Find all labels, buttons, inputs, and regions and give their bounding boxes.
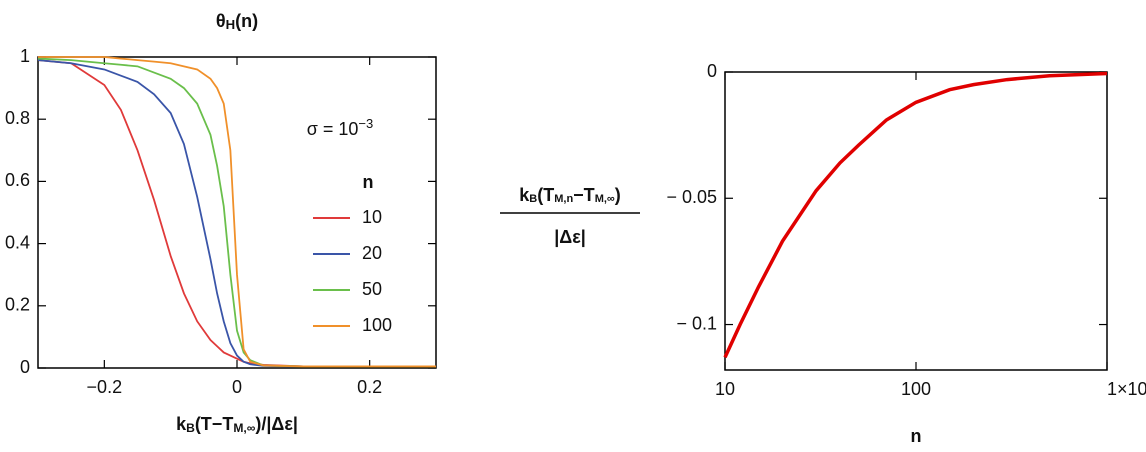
text-part: ) bbox=[615, 185, 621, 205]
series-line bbox=[38, 56, 436, 368]
text-part: θ bbox=[216, 11, 226, 31]
y-axis-label: kB(TM,n−TM,∞) bbox=[519, 185, 621, 205]
legend-title: n bbox=[363, 172, 374, 192]
x-axis-label: n bbox=[911, 426, 922, 446]
text-part: σ = 10 bbox=[307, 119, 359, 139]
x-tick-label: 0 bbox=[232, 377, 242, 397]
legend-label: 20 bbox=[362, 243, 382, 263]
series-line bbox=[723, 71, 1108, 359]
y-tick-label: − 0.1 bbox=[676, 313, 717, 333]
text-part: M,n bbox=[554, 193, 573, 205]
text-part: M,∞ bbox=[233, 421, 255, 435]
legend-label: 100 bbox=[362, 315, 392, 335]
chart-title: θH(n) bbox=[216, 11, 258, 33]
text-part: −T bbox=[573, 185, 595, 205]
x-axis-label: kB(T−TM,∞)/|Δε| bbox=[176, 414, 298, 435]
y-tick-label: 0 bbox=[707, 61, 717, 81]
text-part: )/|Δε| bbox=[255, 414, 298, 434]
text-part: |Δε| bbox=[554, 227, 586, 247]
text-part: n bbox=[911, 426, 922, 446]
text-part: −3 bbox=[358, 116, 373, 131]
y-tick-label: 0.8 bbox=[5, 108, 30, 128]
x-tick-label: 100 bbox=[901, 379, 931, 399]
x-tick-label: 0.2 bbox=[357, 377, 382, 397]
annotation: σ = 10−3 bbox=[307, 116, 373, 139]
text-part: (n) bbox=[235, 11, 258, 31]
x-tick-label: −0.2 bbox=[87, 377, 123, 397]
y-tick-label: 0.4 bbox=[5, 232, 30, 252]
legend-label: 50 bbox=[362, 279, 382, 299]
text-part: B bbox=[186, 421, 195, 435]
x-tick-label: 1×10³ bbox=[1107, 379, 1146, 399]
text-part: H bbox=[226, 17, 236, 32]
text-part: (T−T bbox=[195, 414, 234, 434]
y-axis-label: |Δε| bbox=[554, 227, 586, 247]
y-tick-label: 0.2 bbox=[5, 295, 30, 315]
plot-frame bbox=[724, 71, 1108, 371]
text-part: (T bbox=[537, 185, 554, 205]
text-part: B bbox=[529, 193, 537, 205]
y-tick-label: 0.6 bbox=[5, 170, 30, 190]
text-part: M,∞ bbox=[595, 193, 615, 205]
y-tick-label: − 0.05 bbox=[666, 187, 717, 207]
y-tick-label: 0 bbox=[20, 357, 30, 377]
text-part: k bbox=[176, 414, 187, 434]
legend-label: 10 bbox=[362, 207, 382, 227]
y-tick-label: 1 bbox=[20, 46, 30, 66]
x-tick-label: 10 bbox=[715, 379, 735, 399]
text-part: k bbox=[519, 185, 530, 205]
